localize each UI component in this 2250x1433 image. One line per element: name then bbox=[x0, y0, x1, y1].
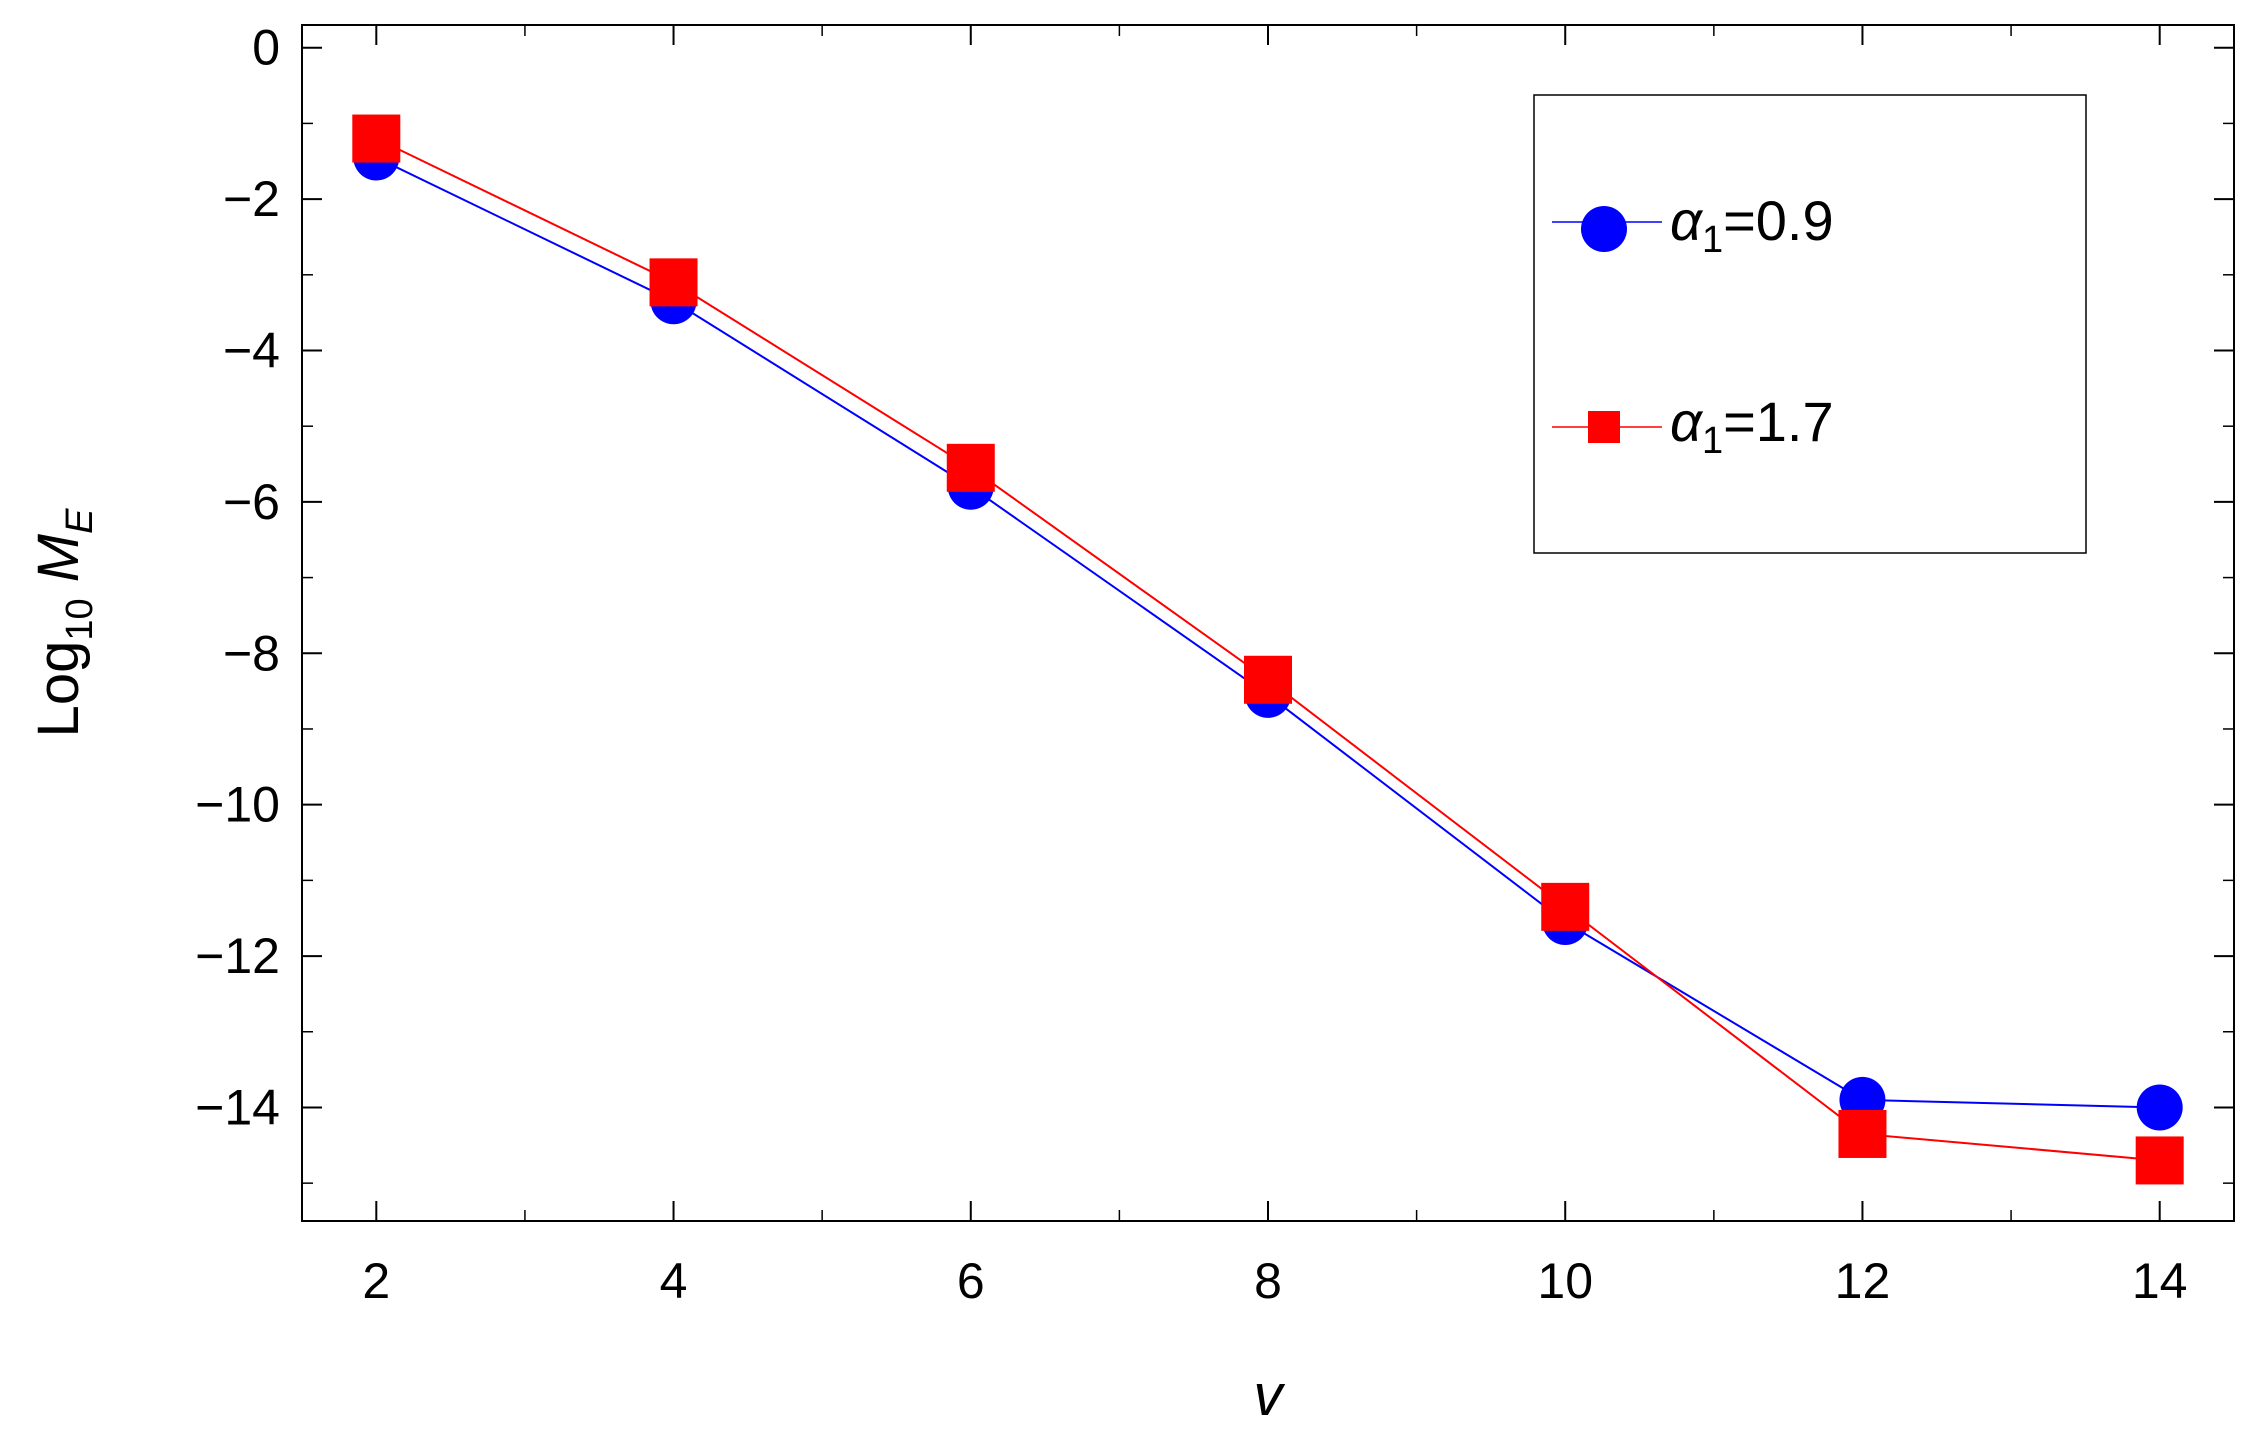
x-axis-ticks: 2 4 6 8 10 12 14 bbox=[362, 25, 2188, 1309]
legend-item-series-1: α1=0.9 bbox=[1552, 189, 1834, 261]
x-tick-label: 12 bbox=[1835, 1253, 1891, 1309]
x-tick-label: 2 bbox=[362, 1253, 390, 1309]
y-axis-ticks: 0 −2 −4 −6 −8 −10 −12 −14 bbox=[195, 20, 2234, 1135]
series-1-point bbox=[2136, 1084, 2183, 1131]
series-2-point bbox=[1244, 655, 1292, 704]
y-tick-label: 0 bbox=[252, 20, 280, 76]
series-2-point bbox=[1541, 882, 1590, 931]
series-2-point bbox=[946, 443, 995, 492]
legend-label-series-2: α1=1.7 bbox=[1670, 390, 1834, 462]
series-2-point bbox=[649, 258, 698, 307]
legend-item-series-2: α1=1.7 bbox=[1552, 390, 1834, 462]
y-tick-label: −6 bbox=[223, 474, 280, 530]
x-tick-label: 4 bbox=[660, 1253, 688, 1309]
legend-label-series-1-rest: =0.9 bbox=[1723, 189, 1834, 252]
y-axis-title-base-sub: 10 bbox=[59, 598, 101, 640]
x-tick-label: 14 bbox=[2132, 1253, 2188, 1309]
minor-ticks bbox=[302, 25, 2234, 1221]
legend-label-series-2-symbol: α bbox=[1670, 390, 1704, 453]
legend-label-series-1: α1=0.9 bbox=[1670, 189, 1834, 261]
legend: α1=0.9 α1=1.7 bbox=[1533, 94, 2087, 554]
series-2-point bbox=[2135, 1136, 2184, 1185]
y-tick-label: −14 bbox=[195, 1079, 280, 1135]
y-axis-title-symbol-sub: E bbox=[59, 508, 101, 534]
legend-label-series-1-symbol: α bbox=[1670, 189, 1704, 252]
x-tick-label: 8 bbox=[1254, 1253, 1282, 1309]
y-tick-label: −12 bbox=[195, 928, 280, 984]
legend-label-series-2-rest: =1.7 bbox=[1723, 390, 1834, 453]
x-axis-title: v bbox=[1254, 1363, 1286, 1428]
y-axis-title-base: Log bbox=[26, 641, 91, 738]
legend-label-series-2-sub: 1 bbox=[1702, 420, 1723, 462]
y-tick-label: −4 bbox=[223, 322, 280, 378]
y-axis-title-gap bbox=[26, 582, 91, 598]
y-tick-label: −2 bbox=[223, 171, 280, 227]
legend-marker-square-icon bbox=[1588, 411, 1620, 443]
y-tick-label: −10 bbox=[195, 777, 280, 833]
legend-label-series-1-sub: 1 bbox=[1702, 219, 1723, 261]
series-2-point bbox=[352, 114, 401, 163]
y-axis-title: Log10 ME bbox=[26, 508, 101, 738]
x-tick-label: 6 bbox=[957, 1253, 985, 1309]
y-tick-label: −8 bbox=[223, 625, 280, 681]
x-tick-label: 10 bbox=[1537, 1253, 1593, 1309]
series-layer bbox=[352, 114, 2184, 1185]
series-2-point bbox=[1838, 1109, 1887, 1158]
y-axis-title-symbol: M bbox=[26, 533, 91, 582]
legend-marker-circle-icon bbox=[1581, 206, 1627, 252]
legend-box bbox=[1533, 94, 2087, 554]
